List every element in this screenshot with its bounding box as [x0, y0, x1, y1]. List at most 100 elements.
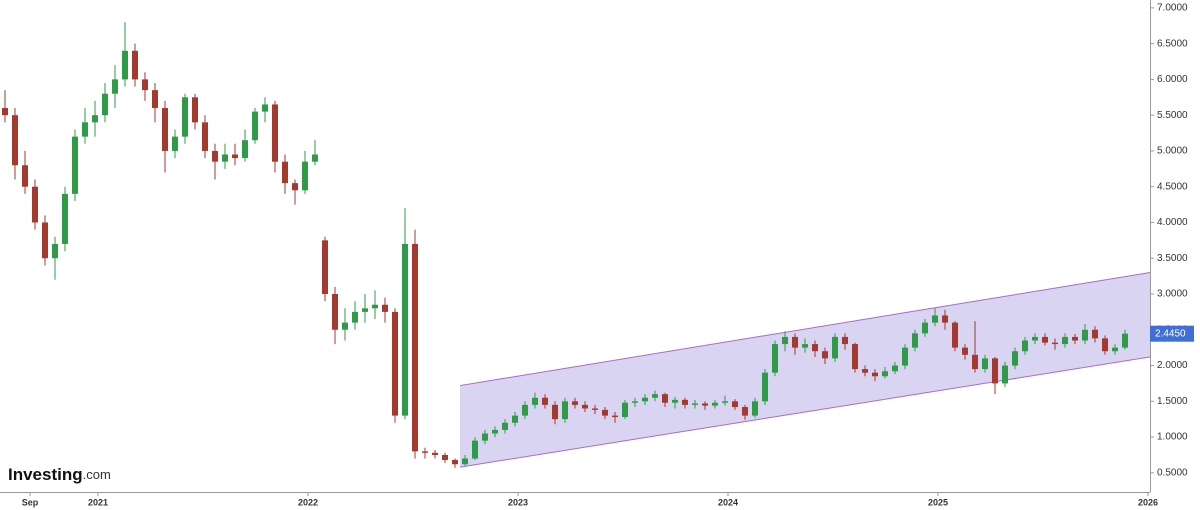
candle-body	[892, 365, 898, 372]
candle-body	[332, 294, 338, 330]
candle-body	[302, 161, 308, 191]
x-tick-label: 2021	[88, 497, 108, 507]
candle-body	[212, 150, 218, 162]
candle-body	[122, 50, 128, 80]
y-tick-label: 6.0000	[1157, 74, 1188, 85]
candle-body	[82, 122, 88, 137]
candle-body	[462, 458, 468, 465]
x-tick-label: 2025	[928, 497, 948, 507]
candle-body	[62, 193, 68, 244]
candle-body	[1112, 347, 1118, 352]
y-tick-label: 3.5000	[1157, 253, 1188, 264]
candle-body	[232, 154, 238, 159]
x-tick-label: 2026	[1138, 497, 1158, 507]
x-tick-label: 2022	[298, 497, 318, 507]
candle-body	[392, 311, 398, 416]
candle-body	[802, 344, 808, 348]
candle-body	[732, 401, 738, 408]
candle-body	[502, 422, 508, 430]
candle-body	[922, 322, 928, 334]
y-tick-label: 4.5000	[1157, 181, 1188, 192]
candle-body	[282, 161, 288, 184]
candle-body	[32, 186, 38, 223]
candle-body	[572, 401, 578, 405]
logo-suffix: .com	[83, 467, 111, 482]
channel-lower	[459, 356, 1151, 468]
candle-body	[542, 397, 548, 405]
candle-body	[1102, 338, 1108, 352]
candle-body	[982, 358, 988, 370]
candle-body	[912, 333, 918, 348]
candle-body	[962, 347, 968, 355]
candle-body	[612, 415, 618, 418]
candle-body	[682, 399, 688, 405]
candle-body	[252, 111, 258, 141]
candle-body	[1032, 336, 1038, 341]
candle-body	[1072, 336, 1078, 341]
candle-body	[862, 369, 868, 373]
candle-body	[642, 397, 648, 402]
candle-body	[1002, 365, 1008, 384]
candle-body	[512, 415, 518, 423]
x-tick-label: 2024	[718, 497, 738, 507]
candle-body	[992, 358, 998, 384]
candle-body	[672, 399, 678, 403]
candle-body	[92, 115, 98, 123]
candle-body	[1062, 336, 1068, 345]
candle-body	[562, 401, 568, 420]
candle-body	[762, 372, 768, 402]
candle-body	[712, 402, 718, 406]
candle-body	[722, 401, 728, 403]
candle-body	[442, 454, 448, 460]
candle-body	[582, 404, 588, 409]
candle-body	[132, 50, 138, 80]
candle-body	[412, 243, 418, 452]
candle-body	[902, 347, 908, 366]
candle-body	[782, 336, 788, 345]
candle-body	[842, 336, 848, 345]
candle-body	[12, 115, 18, 166]
candle-body	[752, 401, 758, 416]
candle-body	[1082, 329, 1088, 341]
candle-body	[702, 403, 708, 406]
candle-body	[152, 90, 158, 109]
candle-body	[662, 394, 668, 403]
candle-body	[552, 404, 558, 420]
candle-body	[42, 222, 48, 259]
candle-body	[1022, 340, 1028, 352]
candle-body	[592, 408, 598, 410]
candle-body	[522, 404, 528, 416]
candle-body	[742, 407, 748, 416]
y-tick-label: 1.0000	[1157, 432, 1188, 443]
y-tick-label: 2.0000	[1157, 360, 1188, 371]
y-tick-label: 6.5000	[1157, 38, 1188, 49]
candle-body	[142, 79, 148, 91]
candle-body	[242, 140, 248, 159]
candle-body	[532, 397, 538, 405]
y-tick-label: 4.0000	[1157, 217, 1188, 228]
candle-body	[452, 459, 458, 465]
candle-body	[222, 154, 228, 162]
logo: Investing.com	[8, 465, 111, 484]
x-tick-label: Sep	[22, 497, 39, 507]
candle-body	[952, 322, 958, 348]
candle-body	[202, 122, 208, 151]
y-tick-label: 3.0000	[1157, 289, 1188, 300]
candle-body	[52, 243, 58, 259]
x-tick-label: 2023	[508, 497, 528, 507]
candle-body	[312, 154, 318, 162]
candle-body	[972, 354, 978, 370]
candle-body	[162, 108, 168, 151]
last-price-box	[1150, 325, 1194, 342]
candle-body	[822, 351, 828, 359]
candle-body	[262, 104, 268, 112]
y-tick-label: 0.5000	[1157, 467, 1188, 478]
candle-body	[1052, 342, 1058, 345]
candle-body	[492, 429, 498, 434]
candle-body	[622, 402, 628, 418]
channel	[460, 272, 1150, 468]
candle-body	[2, 108, 8, 116]
candle-body	[602, 409, 608, 416]
candle-body	[1042, 336, 1048, 343]
